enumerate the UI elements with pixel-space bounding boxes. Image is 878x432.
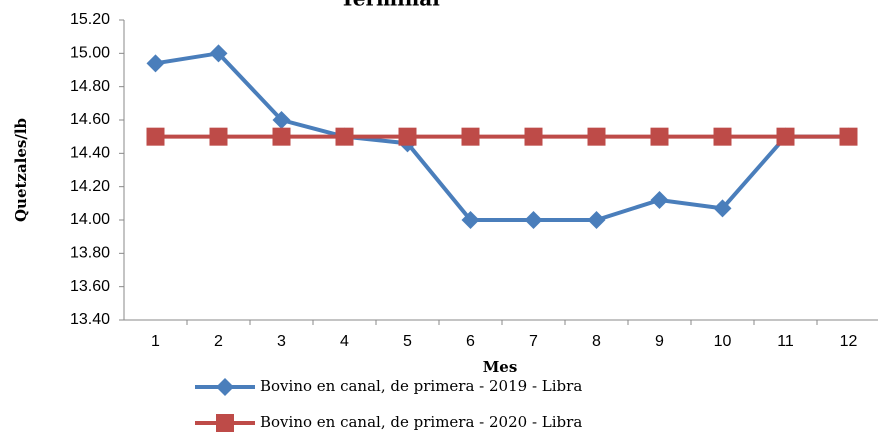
point [461,211,480,229]
y-tick-label: 13.60 [70,278,110,295]
point [461,127,480,146]
x-tick-label: 4 [340,333,349,350]
point [713,127,732,146]
point [398,127,417,146]
point [146,54,165,73]
point [335,127,354,146]
point [209,127,228,146]
legend-marker [216,414,234,432]
x-tick-label: 6 [466,333,475,350]
x-tick-label: 10 [714,333,732,350]
y-tick-label: 14.00 [70,211,110,228]
x-tick-label: 9 [655,333,664,350]
y-tick-label: 15.20 [70,11,110,28]
point [650,191,669,209]
point [524,211,543,229]
y-axis-label: Quetzales/lb [12,118,30,222]
point [272,111,291,129]
series-line [155,51,849,222]
y-tick-label: 14.40 [70,145,110,162]
legend-label: Bovino en canal, de primera - 2019 - Lib… [260,377,582,395]
x-tick-label: 12 [840,333,858,350]
point [713,199,732,218]
point [272,127,291,146]
y-tick-label: 14.80 [70,78,110,95]
legend-label: Bovino en canal, de primera - 2020 - Lib… [260,413,582,431]
y-tick-label: 14.20 [70,178,110,195]
point [776,127,795,146]
x-tick-label: 7 [529,333,538,350]
x-tick-label: 2 [214,333,223,350]
point [146,127,165,146]
y-tick-label: 15.00 [70,45,110,62]
legend-marker [216,378,234,396]
point [587,127,606,146]
point [839,127,858,146]
y-tick-label: 13.40 [70,311,110,328]
x-tick-label: 8 [592,333,601,350]
x-tick-label: 5 [403,333,412,350]
x-tick-label: 11 [777,333,794,350]
x-axis-label: Mes [483,358,518,376]
x-tick-label: 3 [277,333,286,350]
x-tick-label: 1 [151,333,160,350]
chart-title: Terminal [340,0,440,11]
point [650,127,669,146]
y-tick-label: 14.60 [70,111,110,128]
point [587,211,606,229]
point [209,44,228,63]
y-tick-label: 13.80 [70,245,110,262]
point [524,127,543,146]
